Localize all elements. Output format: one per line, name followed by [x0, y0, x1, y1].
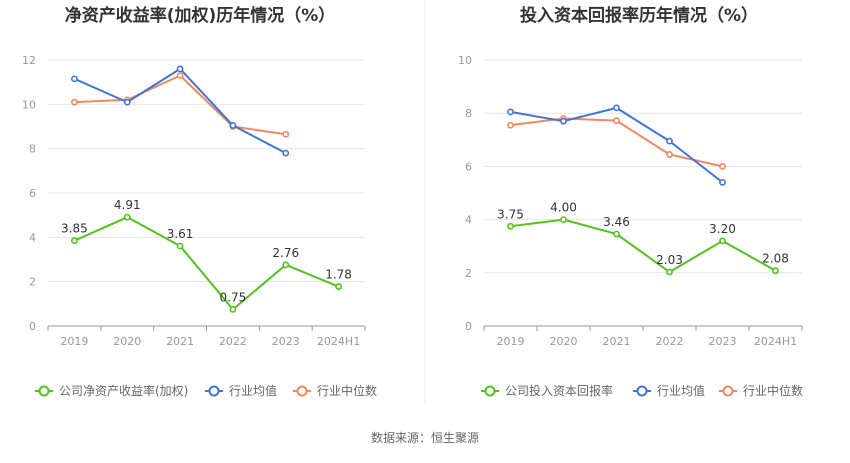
- y-tick-label: 10: [458, 54, 472, 67]
- y-tick-label: 4: [29, 231, 36, 244]
- data-point[interactable]: [335, 283, 342, 290]
- legend-label: 公司净资产收益率(加权): [59, 383, 188, 398]
- series-line: [510, 117, 723, 168]
- legend-item[interactable]: 行业均值: [205, 383, 277, 398]
- legend-label: 行业均值: [657, 383, 705, 398]
- data-point[interactable]: [507, 222, 514, 230]
- data-label: 3.46: [603, 215, 630, 229]
- data-point[interactable]: [282, 149, 290, 157]
- data-point[interactable]: [176, 242, 184, 250]
- data-point[interactable]: [507, 121, 514, 129]
- legend-label: 行业中位数: [317, 383, 377, 398]
- source-note: 数据来源：恒生聚源: [371, 430, 479, 445]
- legend-label: 公司投入资本回报率: [505, 383, 613, 398]
- data-point[interactable]: [560, 117, 567, 125]
- y-tick-label: 2: [465, 267, 472, 280]
- x-tick-label: 2024H1: [754, 335, 797, 348]
- data-point[interactable]: [71, 75, 78, 83]
- legend-label: 行业均值: [229, 383, 277, 398]
- data-label: 3.61: [167, 227, 194, 241]
- y-tick-label: 8: [465, 107, 472, 120]
- data-point[interactable]: [507, 108, 514, 116]
- chart-roe: 净资产收益率(加权)历年情况（%） 0 2 4 6 8 10 12 2019 2020 2021 20…: [22, 5, 377, 398]
- y-tick-label: 2: [29, 276, 36, 289]
- y-tick-label: 12: [22, 54, 36, 67]
- data-point[interactable]: [613, 104, 620, 112]
- legend-swatch-marker: [722, 385, 734, 397]
- data-label: 2.76: [272, 246, 299, 260]
- data-point[interactable]: [229, 305, 237, 313]
- y-tick-label: 0: [465, 320, 472, 333]
- data-label: 3.85: [61, 222, 88, 236]
- legend-swatch-marker: [208, 385, 220, 397]
- data-point[interactable]: [666, 151, 673, 158]
- y-tick-label: 6: [29, 187, 36, 200]
- legend-swatch-marker: [484, 385, 496, 397]
- y-tick-label: 4: [465, 214, 472, 227]
- data-point[interactable]: [123, 98, 131, 106]
- data-label: 1.78: [325, 268, 352, 282]
- data-point[interactable]: [613, 230, 620, 238]
- legend-item[interactable]: 公司净资产收益率(加权): [35, 383, 188, 398]
- data-point[interactable]: [71, 98, 78, 106]
- x-tick-label: 2019: [497, 335, 525, 348]
- legend-label: 行业中位数: [743, 383, 803, 398]
- data-point[interactable]: [229, 121, 237, 129]
- y-tick-label: 8: [29, 143, 36, 156]
- data-point[interactable]: [666, 137, 673, 145]
- chart-title: 净资产收益率(加权)历年情况（%）: [65, 5, 336, 26]
- x-tick-label: 2023: [709, 335, 737, 348]
- x-tick-label: 2024H1: [317, 335, 360, 348]
- data-point[interactable]: [719, 162, 726, 170]
- data-point[interactable]: [71, 237, 78, 245]
- data-label: 2.08: [762, 252, 789, 266]
- data-point[interactable]: [666, 268, 673, 276]
- legend-swatch-marker: [636, 385, 648, 397]
- data-point[interactable]: [176, 72, 184, 79]
- y-tick-label: 10: [22, 98, 36, 111]
- legend-item[interactable]: 行业中位数: [293, 383, 377, 398]
- data-label: 4.91: [114, 198, 141, 212]
- data-point[interactable]: [613, 117, 620, 125]
- x-tick-label: 2021: [603, 335, 631, 348]
- legend-item[interactable]: 行业中位数: [719, 383, 803, 398]
- data-point[interactable]: [719, 237, 726, 245]
- x-tick-label: 2023: [272, 335, 300, 348]
- data-point[interactable]: [772, 267, 779, 275]
- x-tick-label: 2022: [219, 335, 247, 348]
- data-label: 3.20: [709, 222, 736, 236]
- y-tick-label: 0: [29, 320, 36, 333]
- x-tick-label: 2019: [60, 335, 88, 348]
- data-label: 4.00: [550, 201, 577, 215]
- data-point[interactable]: [282, 261, 290, 269]
- series-line: [74, 74, 286, 136]
- data-point[interactable]: [719, 178, 726, 186]
- x-tick-label: 2021: [166, 335, 194, 348]
- data-point[interactable]: [560, 216, 567, 223]
- series-line: [74, 216, 339, 311]
- legend-item[interactable]: 行业均值: [633, 383, 705, 398]
- chart-title: 投入资本回报率历年情况（%）: [520, 5, 758, 26]
- chart-roic: 投入资本回报率历年情况（%） 0 2 4 6 8 10 2019 2020 2021 2022 202…: [458, 5, 803, 398]
- x-tick-label: 2020: [550, 335, 578, 348]
- y-tick-label: 6: [465, 160, 472, 173]
- data-label: 2.03: [656, 253, 683, 267]
- data-point[interactable]: [123, 213, 131, 221]
- x-tick-label: 2020: [113, 335, 141, 348]
- data-point[interactable]: [282, 130, 290, 138]
- data-label: 3.75: [497, 207, 524, 221]
- series-line: [74, 67, 287, 154]
- legend-swatch-marker: [296, 385, 308, 397]
- legend-item[interactable]: 公司投入资本回报率: [481, 383, 613, 398]
- series-line: [510, 218, 776, 274]
- data-label: 0.75: [220, 290, 247, 304]
- legend-swatch-marker: [38, 385, 50, 397]
- x-tick-label: 2022: [656, 335, 684, 348]
- data-point[interactable]: [176, 65, 184, 73]
